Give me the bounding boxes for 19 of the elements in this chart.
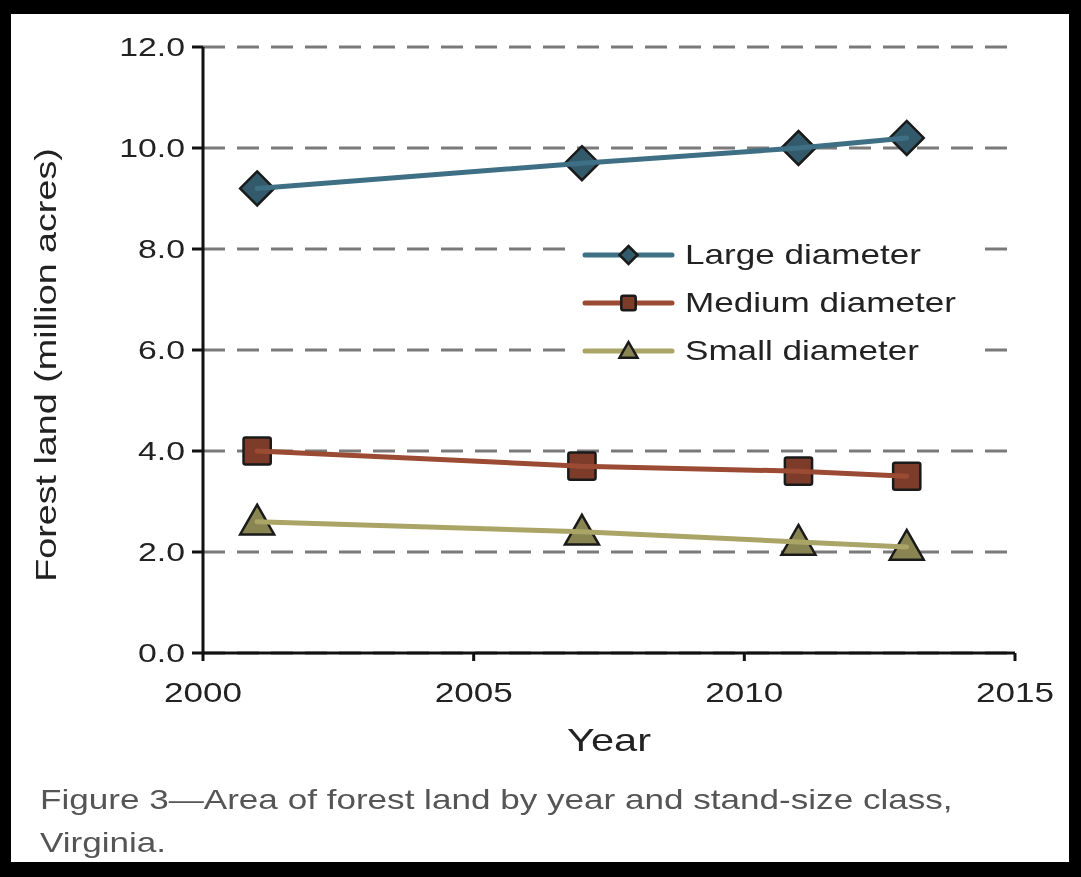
point	[891, 461, 922, 492]
point	[242, 436, 272, 466]
x-tick-label: 2015	[975, 677, 1055, 709]
y-tick-label: 12.0	[119, 32, 185, 62]
caption: Figure 3—Area of forest land by year and stand-size class, Virginia.	[40, 784, 953, 859]
x-tick-label: 2010	[705, 677, 784, 709]
x-axis-title: Year	[566, 721, 652, 759]
y-tick-label: 8.0	[138, 234, 185, 264]
y-tick-label: 0.0	[138, 638, 185, 668]
legend-label: Large diameter	[685, 239, 921, 271]
y-tick-label: 2.0	[138, 537, 185, 567]
y-tick-label: 6.0	[138, 335, 185, 365]
legend-label: Small diameter	[685, 335, 919, 367]
y-axis-title: Forest land (million acres)	[30, 148, 62, 582]
x-tick-label: 2005	[434, 677, 513, 709]
y-tick-label: 4.0	[138, 436, 185, 466]
legend-label: Medium diameter	[685, 287, 957, 319]
y-tick-label: 10.0	[119, 133, 185, 163]
x-tick-label: 2000	[163, 677, 243, 709]
